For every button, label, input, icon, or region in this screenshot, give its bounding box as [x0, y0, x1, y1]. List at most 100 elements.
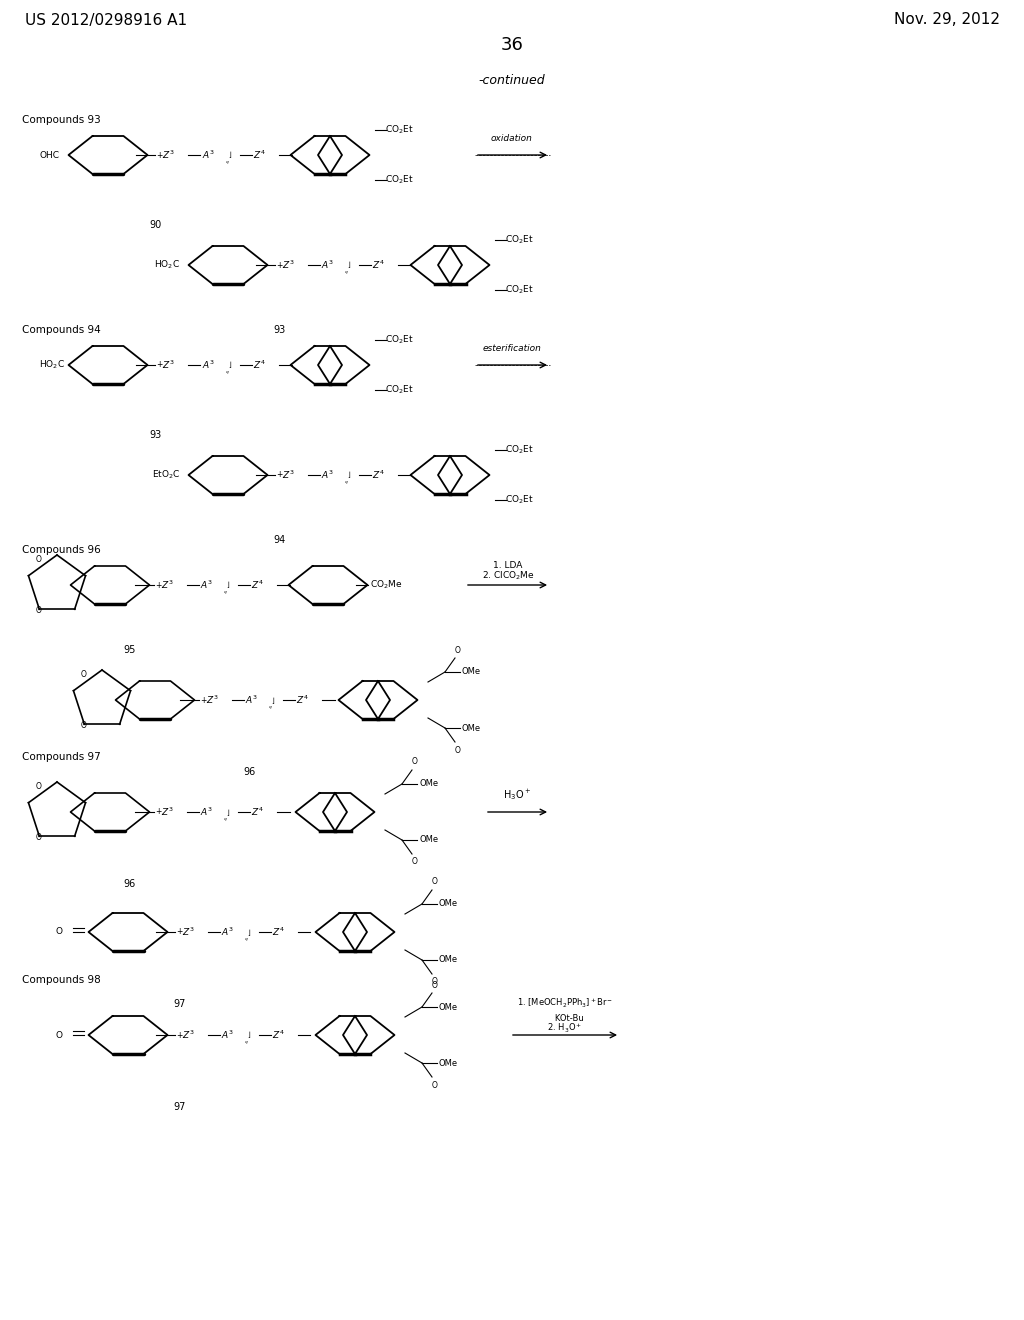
Text: $\mathregular{CO_2Et}$: $\mathregular{CO_2Et}$ [385, 124, 414, 136]
Text: $\rfloor$: $\rfloor$ [271, 694, 275, 705]
Text: OMe: OMe [439, 899, 458, 908]
Text: $\rfloor$: $\rfloor$ [228, 149, 232, 161]
Text: O: O [36, 833, 41, 842]
Text: OMe: OMe [419, 780, 438, 788]
Text: OHC: OHC [40, 150, 60, 160]
Text: O: O [36, 554, 41, 564]
Text: 96: 96 [124, 879, 136, 888]
Text: $A^3$: $A^3$ [202, 149, 215, 161]
Text: $\rfloor$: $\rfloor$ [247, 1030, 251, 1040]
Text: $Z^4$: $Z^4$ [253, 149, 265, 161]
Text: +: + [155, 581, 162, 590]
Text: O: O [432, 981, 438, 990]
Text: $\mathregular{HO_2C}$: $\mathregular{HO_2C}$ [154, 259, 180, 271]
Text: $\rfloor$: $\rfloor$ [347, 470, 351, 480]
Text: +: + [276, 260, 283, 269]
Text: +: + [176, 1031, 182, 1040]
Text: $_q$: $_q$ [344, 479, 348, 487]
Text: $\mathregular{CO_2Me}$: $\mathregular{CO_2Me}$ [370, 578, 402, 591]
Text: Compounds 96: Compounds 96 [22, 545, 100, 554]
Text: $Z^3$: $Z^3$ [162, 149, 174, 161]
Text: 97: 97 [174, 999, 186, 1008]
Text: $Z^3$: $Z^3$ [161, 805, 173, 818]
Text: 36: 36 [501, 36, 523, 54]
Text: +: + [155, 808, 162, 817]
Text: $\mathregular{CO_2Et}$: $\mathregular{CO_2Et}$ [505, 444, 534, 457]
Text: +: + [200, 696, 207, 705]
Text: $Z^3$: $Z^3$ [282, 469, 295, 482]
Text: $\mathregular{HO_2C}$: $\mathregular{HO_2C}$ [39, 359, 65, 371]
Text: $\rfloor$: $\rfloor$ [226, 579, 230, 590]
Text: $_q$: $_q$ [268, 705, 272, 711]
Text: 93: 93 [148, 430, 161, 440]
Text: $\mathregular{EtO_2C}$: $\mathregular{EtO_2C}$ [152, 469, 180, 482]
Text: $Z^4$: $Z^4$ [296, 694, 308, 706]
Text: +: + [156, 360, 163, 370]
Text: $Z^4$: $Z^4$ [372, 469, 385, 482]
Text: $Z^4$: $Z^4$ [251, 805, 264, 818]
Text: $\mathregular{CO_2Et}$: $\mathregular{CO_2Et}$ [385, 174, 414, 186]
Text: Compounds 98: Compounds 98 [22, 975, 100, 985]
Text: O: O [412, 858, 418, 866]
Text: 2. H$_3$O$^+$: 2. H$_3$O$^+$ [548, 1022, 583, 1035]
Text: OMe: OMe [462, 668, 481, 676]
Text: $A^3$: $A^3$ [221, 925, 233, 939]
Text: Nov. 29, 2012: Nov. 29, 2012 [894, 12, 1000, 28]
Text: $A^3$: $A^3$ [245, 694, 258, 706]
Text: 96: 96 [244, 767, 256, 777]
Text: $Z^4$: $Z^4$ [251, 578, 264, 591]
Text: 1. LDA: 1. LDA [494, 561, 522, 570]
Text: $A^3$: $A^3$ [200, 578, 213, 591]
Text: 93: 93 [273, 325, 286, 335]
Text: +: + [156, 150, 163, 160]
Text: O: O [55, 1031, 62, 1040]
Text: 95: 95 [124, 645, 136, 655]
Text: 97: 97 [174, 1102, 186, 1111]
Text: O: O [432, 978, 438, 986]
Text: Compounds 97: Compounds 97 [22, 752, 100, 762]
Text: $\rfloor$: $\rfloor$ [347, 260, 351, 271]
Text: $_q$: $_q$ [244, 936, 249, 944]
Text: O: O [81, 721, 86, 730]
Text: $\mathregular{CO_2Et}$: $\mathregular{CO_2Et}$ [505, 284, 534, 296]
Text: OMe: OMe [439, 1059, 458, 1068]
Text: 90: 90 [148, 220, 161, 230]
Text: O: O [455, 746, 461, 755]
Text: Compounds 94: Compounds 94 [22, 325, 100, 335]
Text: $Z^4$: $Z^4$ [272, 1028, 285, 1041]
Text: oxidation: oxidation [492, 135, 532, 143]
Text: $\rfloor$: $\rfloor$ [228, 359, 232, 371]
Text: O: O [432, 1081, 438, 1089]
Text: US 2012/0298916 A1: US 2012/0298916 A1 [25, 12, 187, 28]
Text: $A^3$: $A^3$ [321, 469, 334, 482]
Text: -continued: -continued [478, 74, 546, 87]
Text: $A^3$: $A^3$ [221, 1028, 233, 1041]
Text: $Z^3$: $Z^3$ [162, 359, 174, 371]
Text: $A^3$: $A^3$ [321, 259, 334, 271]
Text: $_q$: $_q$ [225, 160, 229, 166]
Text: +: + [176, 928, 182, 936]
Text: OMe: OMe [419, 836, 438, 845]
Text: O: O [81, 671, 86, 678]
Text: $Z^3$: $Z^3$ [206, 694, 218, 706]
Text: $A^3$: $A^3$ [202, 359, 215, 371]
Text: $Z^3$: $Z^3$ [182, 1028, 195, 1041]
Text: O: O [412, 758, 418, 767]
Text: $_q$: $_q$ [344, 269, 348, 277]
Text: $Z^4$: $Z^4$ [372, 259, 385, 271]
Text: OMe: OMe [439, 1002, 458, 1011]
Text: $_q$: $_q$ [225, 370, 229, 376]
Text: $\mathregular{H_3O^+}$: $\mathregular{H_3O^+}$ [503, 787, 531, 803]
Text: $\rfloor$: $\rfloor$ [247, 927, 251, 937]
Text: +: + [276, 470, 283, 479]
Text: $Z^4$: $Z^4$ [253, 359, 265, 371]
Text: 2. ClCO$_2$Me: 2. ClCO$_2$Me [481, 569, 535, 582]
Text: $Z^4$: $Z^4$ [272, 925, 285, 939]
Text: OMe: OMe [439, 956, 458, 965]
Text: Compounds 93: Compounds 93 [22, 115, 100, 125]
Text: $A^3$: $A^3$ [200, 805, 213, 818]
Text: esterification: esterification [482, 345, 542, 352]
Text: $\rfloor$: $\rfloor$ [226, 807, 230, 817]
Text: $_q$: $_q$ [223, 816, 227, 824]
Text: $_q$: $_q$ [244, 1039, 249, 1047]
